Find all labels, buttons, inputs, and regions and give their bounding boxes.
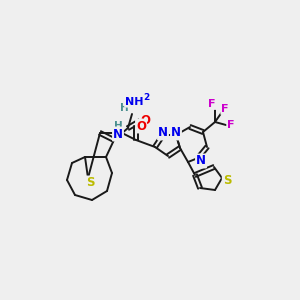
- Text: F: F: [208, 99, 216, 109]
- Text: N: N: [113, 128, 123, 140]
- Text: S: S: [86, 176, 94, 190]
- Text: N: N: [158, 127, 168, 140]
- Text: H: H: [120, 103, 128, 113]
- Text: H: H: [114, 121, 122, 131]
- Text: O: O: [140, 115, 150, 128]
- Text: S: S: [223, 173, 231, 187]
- Text: F: F: [221, 104, 229, 114]
- Text: N: N: [171, 127, 181, 140]
- Text: N: N: [196, 154, 206, 167]
- Text: F: F: [227, 120, 235, 130]
- Text: O: O: [136, 119, 146, 133]
- Text: NH: NH: [125, 97, 143, 107]
- Text: 2: 2: [143, 94, 149, 103]
